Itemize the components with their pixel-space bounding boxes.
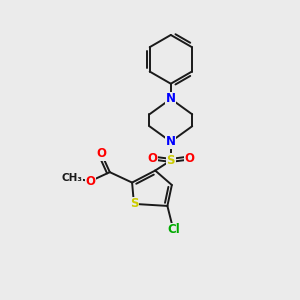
Text: O: O: [184, 152, 194, 164]
Text: O: O: [147, 152, 158, 164]
Text: CH₃: CH₃: [61, 173, 82, 183]
Text: S: S: [130, 197, 138, 210]
Text: O: O: [97, 147, 106, 160]
Text: O: O: [85, 175, 95, 188]
Text: N: N: [166, 92, 176, 105]
Text: Cl: Cl: [167, 223, 180, 236]
Text: N: N: [166, 135, 176, 148]
Text: S: S: [167, 154, 175, 167]
